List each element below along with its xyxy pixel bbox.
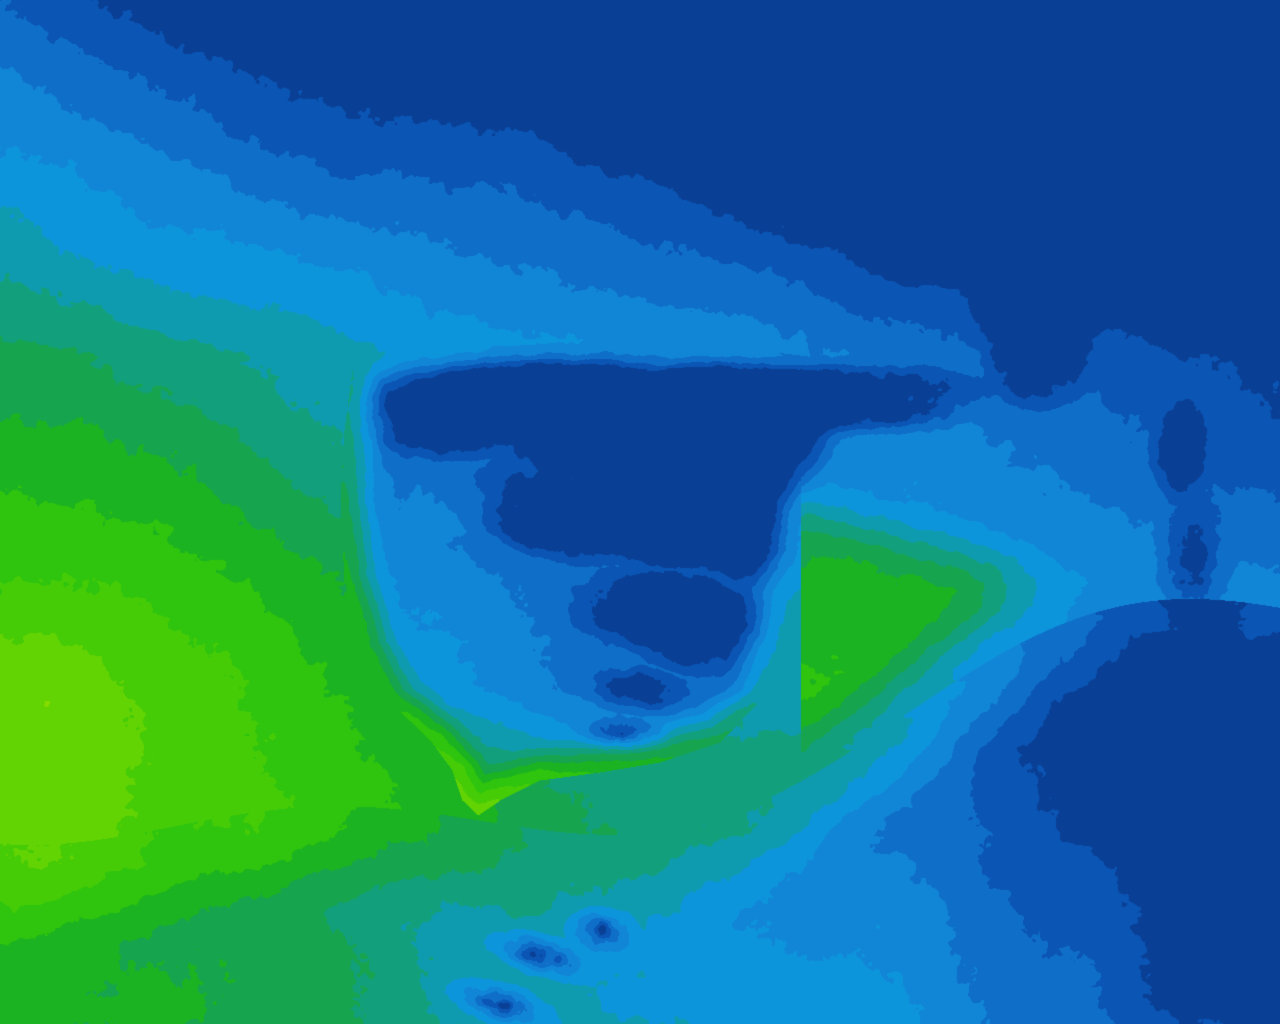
weather-map-view <box>0 0 1280 1024</box>
temperature-field-map <box>0 0 1280 1024</box>
